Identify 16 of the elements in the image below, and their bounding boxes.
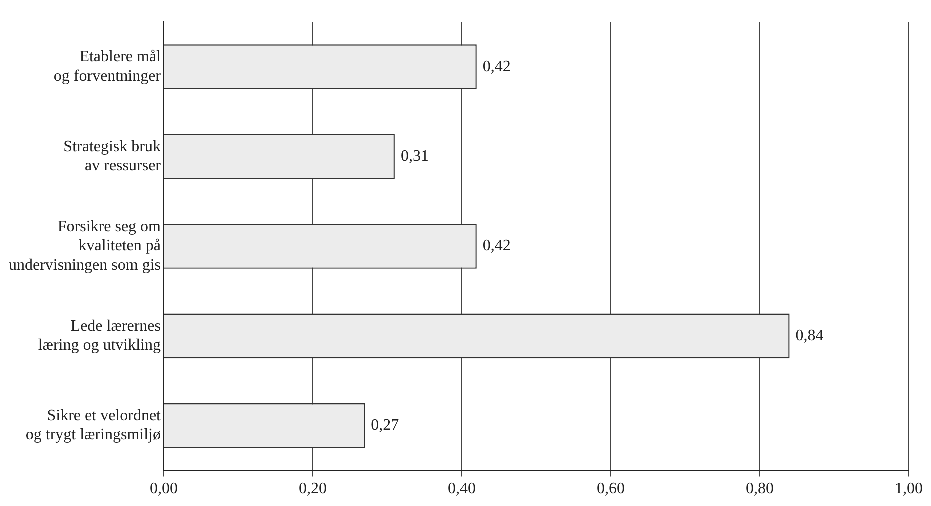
x-tick-label: 0,40: [448, 480, 476, 498]
data-label: 0,42: [482, 238, 511, 255]
data-label: 0,42: [482, 58, 511, 76]
x-tick-label: 0,20: [298, 480, 327, 498]
y-tick-label: Sikre et velordnet og trygt læringsmiljø: [26, 408, 162, 444]
y-tick-label: Lede lærernes læring og utvikling: [38, 318, 161, 354]
data-label: 0,84: [796, 327, 824, 344]
x-tick-label: 0,00: [150, 480, 178, 498]
x-tick-label: 0,60: [596, 480, 625, 498]
x-tick-label: 1,00: [895, 480, 923, 498]
x-tick-label: 0,80: [746, 480, 774, 498]
y-tick-label: Forsikre seg om kvaliteten på undervisningen som gis: [8, 218, 162, 274]
y-tick-label: Etablere mål og forventninger: [54, 48, 162, 85]
data-label: 0,31: [400, 148, 429, 165]
data-label: 0,27: [371, 417, 400, 434]
y-tick-label: Strategisk bruk av ressurser: [64, 138, 162, 175]
